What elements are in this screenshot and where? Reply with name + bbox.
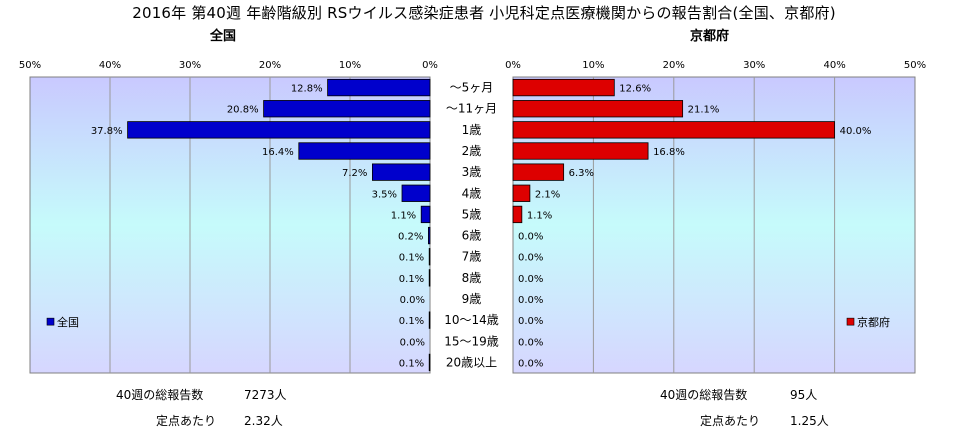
- data-label-kyoto: 1.1%: [527, 210, 552, 221]
- category-label: 10～14歳: [444, 313, 499, 327]
- left-x-tick-label: 40%: [99, 60, 121, 71]
- bar-zenkoku: [263, 100, 431, 118]
- bar-kyoto: [512, 100, 684, 118]
- bar-kyoto: [512, 121, 836, 139]
- left-x-tick-label: 30%: [179, 60, 201, 71]
- bar-zenkoku: [401, 184, 431, 202]
- category-label: 1歳: [462, 123, 482, 137]
- data-label-zenkoku: 12.8%: [291, 84, 323, 95]
- bar-kyoto: [512, 163, 565, 181]
- bar-zenkoku: [427, 226, 431, 245]
- left-panel-title: 全国: [210, 29, 237, 44]
- data-label-kyoto: 0.0%: [518, 316, 543, 327]
- data-label-kyoto: 12.6%: [619, 84, 651, 95]
- right-panel-title: 京都府: [690, 29, 730, 44]
- data-label-kyoto: 21.1%: [688, 105, 720, 116]
- left-per-value: 2.32人: [244, 414, 283, 428]
- data-label-zenkoku: 0.1%: [399, 316, 424, 327]
- bar-zenkoku: [428, 269, 431, 287]
- right-x-tick-label: 10%: [582, 60, 604, 71]
- bar-kyoto: [512, 205, 523, 224]
- data-label-kyoto: 0.0%: [518, 295, 543, 306]
- data-label-zenkoku: 0.2%: [398, 232, 423, 243]
- data-label-zenkoku: 0.0%: [400, 337, 425, 348]
- data-label-zenkoku: 1.1%: [391, 210, 416, 221]
- data-label-zenkoku: 0.1%: [399, 253, 424, 264]
- chart-title: 2016年 第40週 年齢階級別 RSウイルス感染症患者 小児科定点医療機関から…: [132, 4, 836, 22]
- right-x-tick-label: 20%: [663, 60, 685, 71]
- bar-zenkoku: [428, 248, 431, 266]
- data-label-zenkoku: 3.5%: [372, 189, 397, 200]
- left-per-label: 定点あたり: [156, 414, 217, 428]
- legend-label-kyoto: 京都府: [857, 315, 890, 329]
- right-x-tick-label: 30%: [743, 60, 765, 71]
- right-total-label: 40週の総報告数: [660, 388, 748, 402]
- right-x-tick-label: 50%: [904, 60, 926, 71]
- data-label-kyoto: 6.3%: [569, 168, 594, 179]
- left-total-label: 40週の総報告数: [116, 388, 204, 402]
- data-label-kyoto: 16.8%: [653, 147, 685, 158]
- data-label-kyoto: 0.0%: [518, 232, 543, 243]
- bar-zenkoku: [420, 205, 431, 224]
- left-x-tick-label: 50%: [19, 60, 41, 71]
- data-label-kyoto: 0.0%: [518, 358, 543, 369]
- right-per-label: 定点あたり: [700, 414, 761, 428]
- category-label: ～5ヶ月: [450, 81, 494, 95]
- bar-zenkoku: [428, 311, 431, 329]
- legend-swatch-zenkoku: [46, 317, 55, 326]
- category-label: 20歳以上: [446, 355, 497, 369]
- category-label: ～11ヶ月: [446, 102, 497, 116]
- category-label: 6歳: [462, 229, 482, 243]
- legend-label-zenkoku: 全国: [57, 315, 79, 329]
- bar-zenkoku: [428, 353, 431, 372]
- data-label-zenkoku: 16.4%: [262, 147, 294, 158]
- bar-kyoto: [512, 142, 649, 160]
- left-x-tick-label: 20%: [259, 60, 281, 71]
- category-label: 4歳: [462, 186, 482, 200]
- data-label-zenkoku: 0.1%: [399, 274, 424, 285]
- data-label-zenkoku: 7.2%: [342, 168, 367, 179]
- category-label: 7歳: [462, 250, 482, 264]
- left-x-tick-label: 10%: [339, 60, 361, 71]
- data-label-kyoto: 0.0%: [518, 253, 543, 264]
- bar-kyoto: [512, 78, 615, 97]
- category-label: 3歳: [462, 165, 482, 179]
- left-x-tick-label: 0%: [422, 60, 438, 71]
- data-label-kyoto: 2.1%: [535, 189, 560, 200]
- right-x-tick-label: 40%: [823, 60, 845, 71]
- right-x-tick-label: 0%: [505, 60, 521, 71]
- data-label-zenkoku: 0.0%: [400, 295, 425, 306]
- bar-zenkoku: [327, 78, 431, 97]
- data-label-kyoto: 40.0%: [840, 126, 872, 137]
- data-label-kyoto: 0.0%: [518, 337, 543, 348]
- data-label-zenkoku: 37.8%: [91, 126, 123, 137]
- category-label: 5歳: [462, 207, 482, 221]
- category-label: 15～19歳: [444, 334, 499, 348]
- bar-zenkoku: [371, 163, 431, 181]
- legend-swatch-kyoto: [846, 317, 855, 326]
- data-label-kyoto: 0.0%: [518, 274, 543, 285]
- bar-zenkoku: [127, 121, 431, 139]
- bar-zenkoku: [298, 142, 431, 160]
- data-label-zenkoku: 0.1%: [399, 358, 424, 369]
- bar-kyoto: [512, 184, 531, 202]
- right-total-value: 95人: [790, 388, 818, 402]
- data-label-zenkoku: 20.8%: [227, 105, 259, 116]
- category-label: 2歳: [462, 144, 482, 158]
- category-label: 8歳: [462, 271, 482, 285]
- left-total-value: 7273人: [244, 388, 287, 402]
- category-label: 9歳: [462, 292, 482, 306]
- right-per-value: 1.25人: [790, 414, 829, 428]
